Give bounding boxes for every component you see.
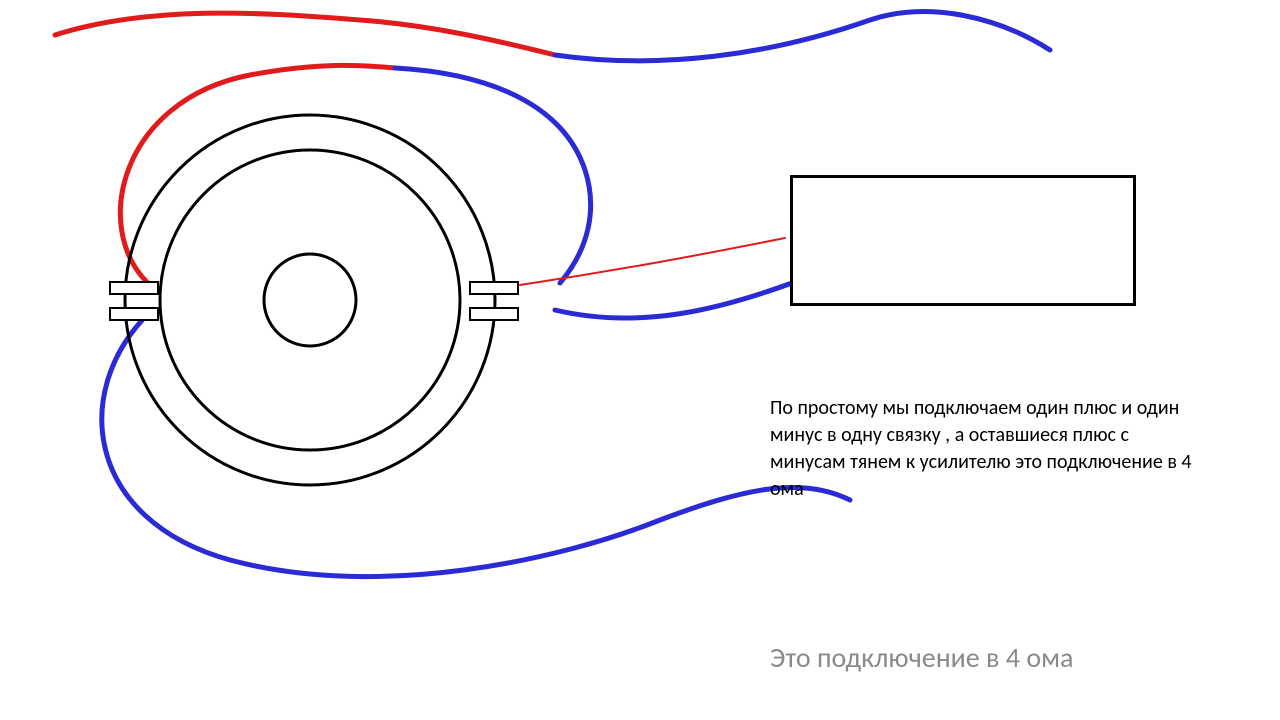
speaker-inner [264, 254, 356, 346]
speaker-outer [125, 115, 495, 485]
diagram-stage: По простому мы подключаем один плюс и од… [0, 0, 1280, 720]
description-text: По простому мы подключаем один плюс и од… [770, 395, 1200, 503]
terminal-right-bottom [470, 308, 518, 320]
terminal-left-bottom [110, 308, 158, 320]
wire-loop-red [120, 65, 395, 285]
terminal-right-top [470, 282, 518, 294]
caption-text: Это подключение в 4 ома [770, 640, 1073, 675]
wire-loop-blue-bottom [102, 312, 850, 577]
wire-loop-blue-top [395, 68, 591, 283]
amplifier-box [790, 175, 1136, 306]
diagram-svg [0, 0, 1280, 720]
speaker-mid [160, 150, 460, 450]
wire-thin-red-to-amp [520, 238, 785, 285]
terminal-left-top [110, 282, 158, 294]
wire-top-blue [555, 12, 1050, 61]
wire-top-red [55, 13, 555, 55]
